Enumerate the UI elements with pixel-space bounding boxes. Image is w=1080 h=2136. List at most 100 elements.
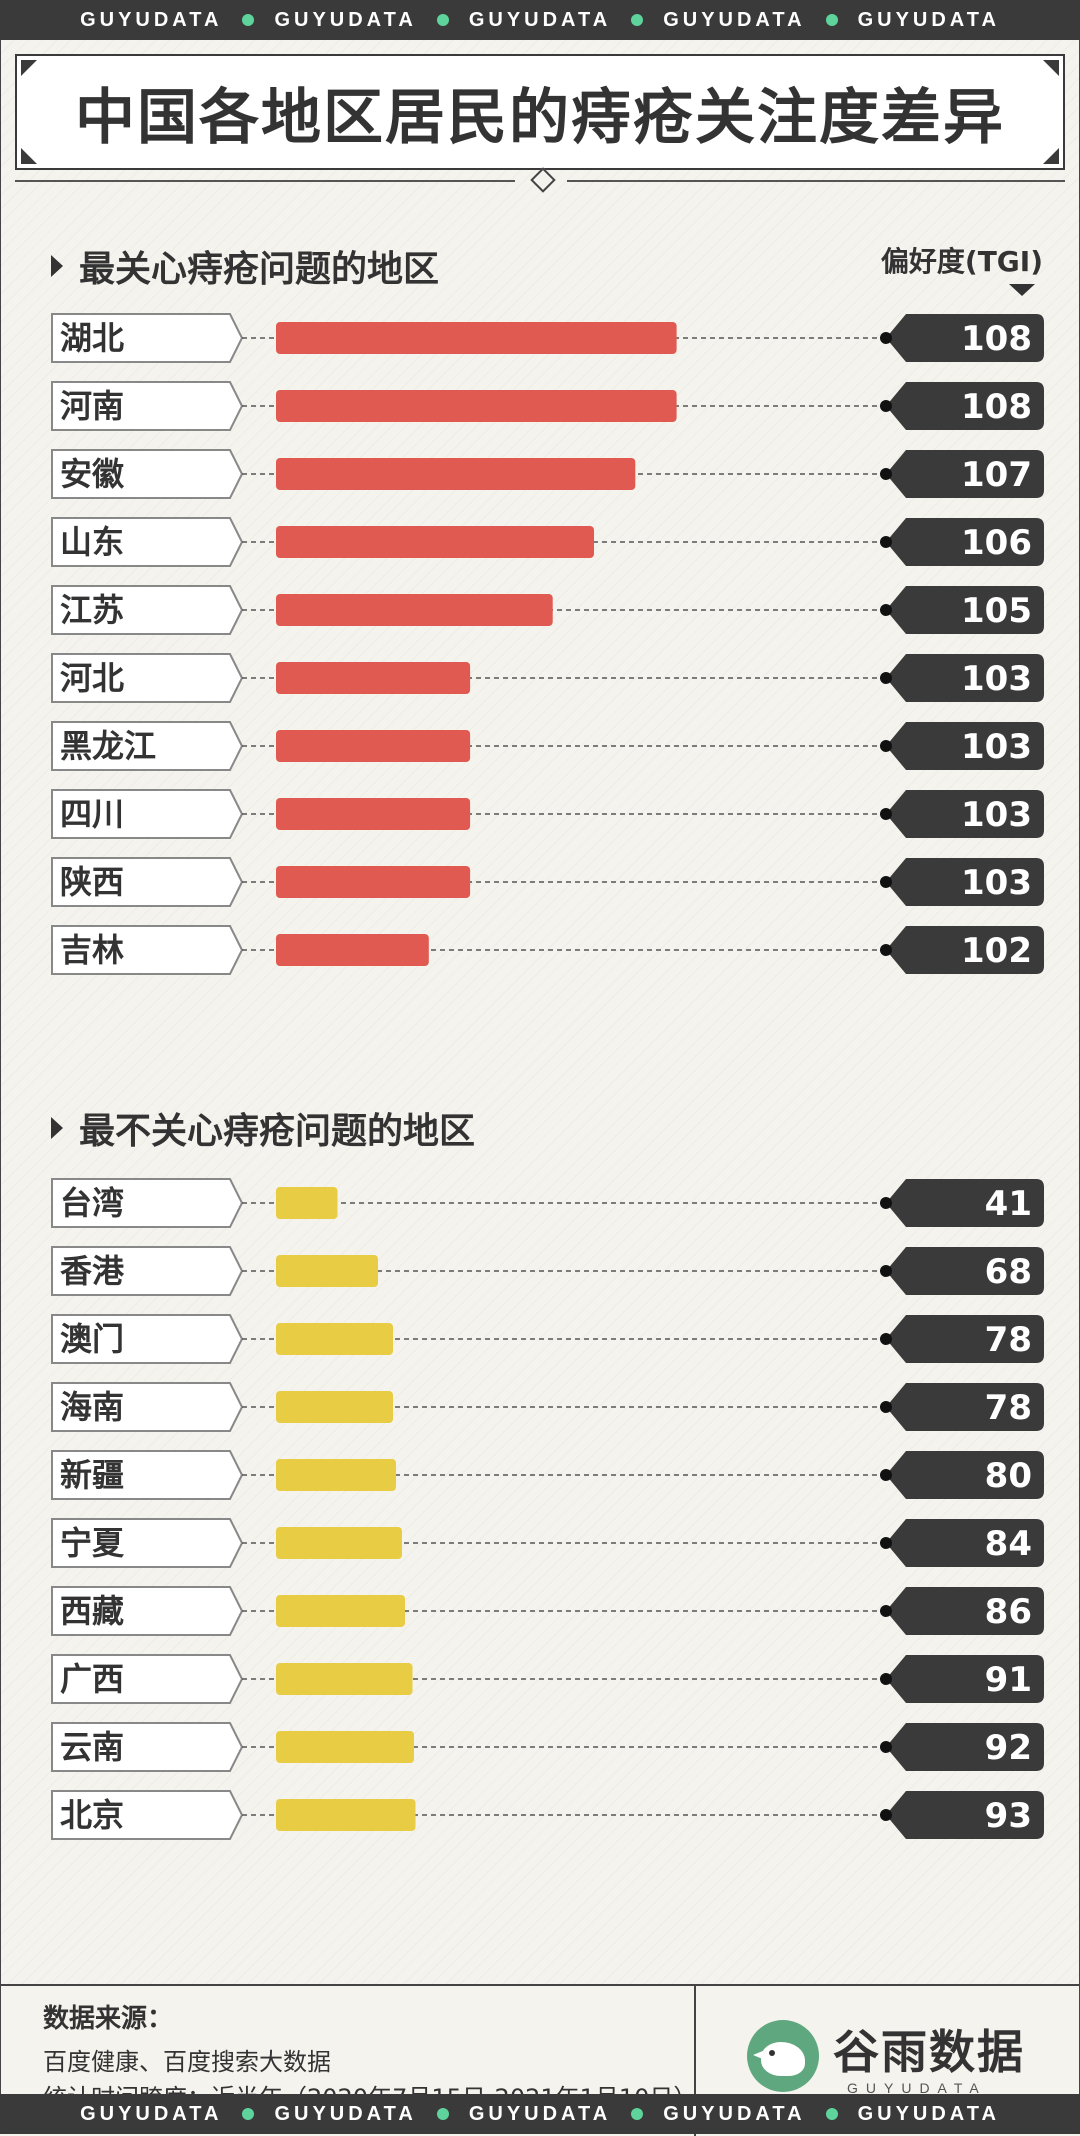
leader-dot <box>880 672 892 684</box>
region-label: 吉林 <box>60 931 124 969</box>
logo-name: 谷雨数据 <box>833 2025 1025 2079</box>
bar <box>276 1731 414 1763</box>
banner-text: GUYUDATA <box>468 2102 612 2125</box>
leader-dot <box>880 1401 892 1413</box>
leader-dot <box>880 740 892 752</box>
bar <box>276 1459 396 1491</box>
value-tag <box>886 382 1044 430</box>
corner-decoration <box>1043 60 1059 76</box>
region-label: 陕西 <box>60 863 124 901</box>
region-label: 台湾 <box>60 1184 124 1222</box>
region-label: 广西 <box>60 1660 124 1698</box>
bar-value: 41 <box>985 1184 1032 1224</box>
bar <box>276 1323 393 1355</box>
section-title-bottom-text: 最不关心痔疮问题的地区 <box>79 1111 476 1152</box>
value-tag <box>886 518 1044 566</box>
value-tag <box>886 654 1044 702</box>
region-label: 西藏 <box>60 1592 124 1630</box>
green-dot-icon <box>242 14 255 26</box>
value-tag <box>886 858 1044 906</box>
section-title-top: 最关心痔疮问题的地区 <box>51 240 439 292</box>
bar-value: 108 <box>961 387 1032 427</box>
bar <box>276 390 677 422</box>
region-label: 四川 <box>60 795 124 833</box>
bar <box>276 322 677 354</box>
banner-text: GUYUDATA <box>468 8 612 31</box>
bar-value: 103 <box>961 863 1032 903</box>
leader-dot <box>880 1673 892 1685</box>
leader-dot <box>880 332 892 344</box>
region-label: 黑龙江 <box>60 727 156 765</box>
region-label-tag <box>51 925 244 975</box>
region-label-tag <box>51 1790 244 1840</box>
banner-text: GUYUDATA <box>80 2102 223 2125</box>
green-dot-icon <box>436 14 449 26</box>
value-tag <box>886 926 1044 974</box>
bar <box>276 458 636 490</box>
leader-dot <box>880 1809 892 1821</box>
leader-dot <box>880 1265 892 1277</box>
region-label: 香港 <box>60 1252 125 1290</box>
triangle-icon <box>51 255 63 277</box>
region-label-tag <box>51 1722 244 1772</box>
leader-dot <box>880 536 892 548</box>
leader-dot <box>880 604 892 616</box>
banner-text: GUYUDATA <box>857 2102 1000 2125</box>
section-title-top-text: 最关心痔疮问题的地区 <box>79 249 440 290</box>
bar-value: 80 <box>985 1456 1032 1496</box>
divider-line <box>15 180 515 182</box>
value-tag <box>886 586 1044 634</box>
region-label: 新疆 <box>60 1456 124 1494</box>
green-dot-icon <box>631 14 644 26</box>
bar <box>276 730 471 762</box>
region-label-tag <box>51 517 244 567</box>
region-label-tag <box>51 449 244 499</box>
leader-dot <box>880 808 892 820</box>
page-title: 中国各地区居民的痔疮关注度差异 <box>75 82 1005 153</box>
footer-separator <box>694 1986 696 2136</box>
bar <box>276 934 429 966</box>
banner-text: GUYUDATA <box>274 2102 417 2125</box>
bar-value: 103 <box>961 795 1032 835</box>
bar <box>276 866 471 898</box>
banner-text: GUYUDATA <box>663 2102 806 2125</box>
region-label-tag <box>51 857 244 907</box>
value-tag <box>886 1247 1044 1295</box>
bar-value: 105 <box>961 591 1032 631</box>
region-label: 宁夏 <box>60 1524 125 1562</box>
region-label-tag <box>51 1450 244 1500</box>
region-label-tag <box>51 1314 244 1364</box>
leader-dot <box>880 944 892 956</box>
leader-dot <box>880 1537 892 1549</box>
bar-value: 78 <box>985 1320 1032 1360</box>
value-tag <box>886 1791 1044 1839</box>
region-label-tag <box>51 653 244 703</box>
leader-dot <box>880 400 892 412</box>
green-dot-icon <box>242 2108 255 2120</box>
corner-decoration <box>1043 148 1059 164</box>
region-label: 安徽 <box>60 455 125 493</box>
value-tag <box>886 1519 1044 1567</box>
value-tag <box>886 1655 1044 1703</box>
bar-value: 107 <box>961 455 1032 495</box>
value-tag <box>886 1723 1044 1771</box>
region-label: 山东 <box>60 523 124 561</box>
green-dot-icon <box>825 2108 838 2120</box>
section-title-bottom: 最不关心痔疮问题的地区 <box>51 1102 475 1154</box>
bar-value: 68 <box>985 1252 1032 1292</box>
bar-value: 84 <box>985 1524 1032 1564</box>
region-label-tag <box>51 313 244 363</box>
region-label-tag <box>51 1178 244 1228</box>
title-box: 中国各地区居民的痔疮关注度差异 <box>15 54 1065 170</box>
region-label-tag <box>51 1382 244 1432</box>
top-banner: GUYUDATA GUYUDATA GUYUDATA GUYUDATA GUYUDATA <box>0 0 1080 40</box>
banner-text: GUYUDATA <box>274 8 417 31</box>
region-label-tag <box>51 1518 244 1568</box>
banner-text: GUYUDATA <box>663 8 806 31</box>
bar-value: 103 <box>961 727 1032 767</box>
region-label: 河北 <box>60 659 124 697</box>
region-label: 澳门 <box>60 1320 124 1358</box>
bar-value: 106 <box>961 523 1032 563</box>
green-dot-icon <box>825 14 838 26</box>
corner-decoration <box>21 148 37 164</box>
